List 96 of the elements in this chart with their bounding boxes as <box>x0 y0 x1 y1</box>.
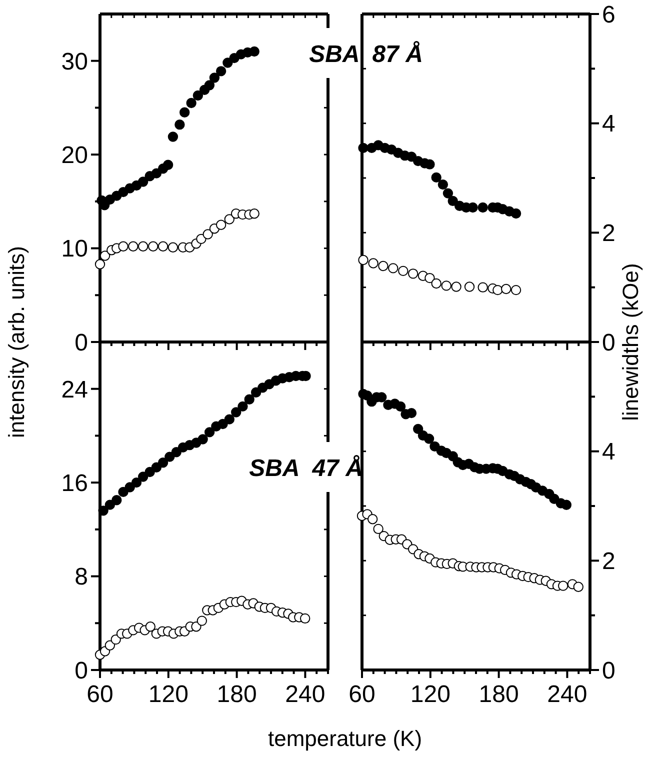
point <box>478 282 488 292</box>
y-tick-label: 4 <box>602 110 616 138</box>
y-tick-label: 16 <box>61 470 88 497</box>
point <box>131 477 142 488</box>
y-tick-label: 30 <box>61 48 88 76</box>
point <box>561 500 572 510</box>
point <box>558 580 568 591</box>
y-tick-label: 4 <box>602 438 616 466</box>
y-tick-label: 0 <box>74 329 88 356</box>
point <box>510 208 522 219</box>
point <box>202 229 213 240</box>
y-tick-label: 0 <box>602 329 616 356</box>
point <box>464 282 475 292</box>
point <box>192 90 204 101</box>
point <box>358 142 368 154</box>
point <box>231 407 242 418</box>
point <box>510 284 522 296</box>
point <box>209 72 220 83</box>
x-tick-label: 120 <box>410 681 450 708</box>
x-tick-label: 60 <box>86 681 114 708</box>
point <box>244 394 254 404</box>
point <box>249 46 260 57</box>
point <box>162 160 174 170</box>
point <box>300 613 310 624</box>
point <box>145 622 156 632</box>
point <box>238 401 248 412</box>
point <box>249 208 260 219</box>
point <box>378 260 388 272</box>
y-axis-title: linewidths (kOe) <box>618 263 643 421</box>
x-tick-label: 240 <box>285 681 326 708</box>
annotation: SBA 87 Å <box>309 41 423 68</box>
point <box>186 98 196 108</box>
point <box>424 272 435 284</box>
x-tick-label: 120 <box>148 681 188 708</box>
point <box>118 241 128 252</box>
point <box>179 107 190 118</box>
point <box>138 472 148 482</box>
point <box>216 66 226 76</box>
y-tick-label: 20 <box>61 142 88 169</box>
point <box>451 282 462 292</box>
annotation: SBA 47 Å <box>249 455 363 482</box>
point <box>138 241 148 252</box>
x-tick-label: 240 <box>547 681 588 708</box>
point <box>368 258 378 268</box>
point <box>358 254 368 266</box>
point <box>492 284 503 296</box>
point <box>138 176 148 187</box>
y-tick-label: 2 <box>602 548 616 576</box>
point <box>478 202 488 213</box>
point <box>424 159 435 170</box>
point <box>94 259 106 270</box>
point <box>448 196 458 206</box>
point <box>98 506 108 516</box>
y-tick-label: 8 <box>74 564 88 591</box>
y-axis-title: intensity (arb. units) <box>4 246 29 438</box>
point <box>573 582 584 592</box>
y-tick-label: 0 <box>74 657 88 684</box>
x-tick-label: 180 <box>216 681 257 708</box>
x-axis-title: temperature (K) <box>268 726 422 751</box>
point <box>395 401 406 412</box>
y-tick-label: 24 <box>61 376 88 404</box>
point <box>431 172 442 183</box>
point <box>216 220 226 230</box>
point <box>408 268 418 279</box>
y-tick-label: 2 <box>602 220 616 248</box>
x-tick-label: 180 <box>478 681 519 708</box>
point <box>168 242 178 252</box>
point <box>388 263 398 274</box>
point <box>441 280 452 291</box>
point <box>431 278 442 289</box>
point <box>158 458 168 468</box>
point <box>224 414 234 424</box>
point <box>373 524 384 534</box>
y-tick-label: 6 <box>602 1 616 28</box>
point <box>196 616 208 626</box>
point <box>148 241 158 252</box>
point <box>204 80 215 90</box>
point <box>398 266 408 276</box>
point <box>158 241 168 252</box>
point <box>104 640 116 650</box>
point <box>224 214 234 224</box>
y-tick-label: 10 <box>61 236 88 263</box>
point <box>204 427 215 438</box>
point <box>500 284 512 294</box>
point <box>424 434 434 444</box>
x-tick-label: 60 <box>348 681 376 708</box>
point <box>168 132 178 142</box>
point <box>128 241 138 252</box>
point <box>112 495 122 506</box>
point <box>468 202 478 213</box>
point <box>174 119 185 130</box>
y-tick-label: 0 <box>602 657 616 684</box>
point <box>198 434 208 444</box>
point <box>442 188 454 198</box>
point <box>368 514 378 524</box>
point <box>438 179 448 190</box>
